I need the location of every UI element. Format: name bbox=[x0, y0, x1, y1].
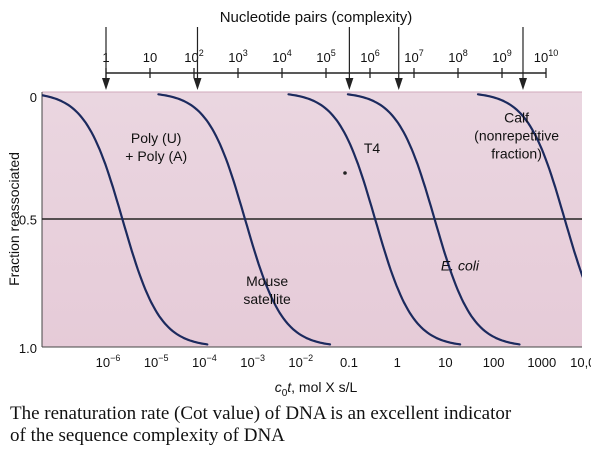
top-tick-exp: 8 bbox=[463, 48, 468, 58]
complexity-arrow-head bbox=[345, 78, 354, 90]
x-axis-title: c0t, mol X s/L bbox=[275, 379, 358, 399]
renaturation-curve bbox=[476, 93, 582, 279]
top-tick-label: 105 bbox=[316, 48, 335, 65]
x-tick-label: 0.1 bbox=[340, 355, 358, 370]
y-axis-title: Fraction reassociated bbox=[6, 152, 22, 286]
top-tick-base: 10 bbox=[448, 50, 462, 65]
x-tick-exp: −2 bbox=[303, 353, 313, 363]
top-tick-exp: 10 bbox=[548, 48, 558, 58]
top-tick-base: 10 bbox=[316, 50, 330, 65]
top-tick-exp: 4 bbox=[287, 48, 292, 58]
top-tick-base: 10 bbox=[360, 50, 374, 65]
x-tick-base: 10 bbox=[240, 355, 254, 370]
top-tick-label: 102 bbox=[184, 48, 203, 65]
top-tick-label: 104 bbox=[272, 48, 291, 65]
figure-caption: The renaturation rate (Cot value) of DNA… bbox=[10, 403, 585, 447]
top-tick-exp: 7 bbox=[419, 48, 424, 58]
y-tick-label: 0 bbox=[30, 90, 37, 105]
x-tick-label: 1 bbox=[394, 355, 401, 370]
x-axis-title-c: c bbox=[275, 379, 282, 395]
curve-label: + Poly (A) bbox=[125, 148, 187, 164]
x-axis-title-rest: , mol X s/L bbox=[291, 379, 357, 395]
x-tick-label: 10−4 bbox=[192, 353, 217, 370]
x-tick-exp: −3 bbox=[255, 353, 265, 363]
x-tick-exp: −6 bbox=[110, 353, 120, 363]
y-axis-ticks: 0 0.5 1.0 bbox=[19, 90, 37, 356]
complexity-arrow-head bbox=[102, 78, 110, 90]
x-tick-label: 10 bbox=[438, 355, 452, 370]
top-tick-label: 108 bbox=[448, 48, 467, 65]
top-tick-base: 10 bbox=[404, 50, 418, 65]
top-tick-exp: 9 bbox=[507, 48, 512, 58]
renaturation-curve bbox=[287, 93, 462, 346]
caption-line-1: The renaturation rate (Cot value) of DNA… bbox=[10, 403, 512, 424]
curve-label: Calf bbox=[504, 110, 529, 126]
top-axis-title: Nucleotide pairs (complexity) bbox=[220, 9, 413, 26]
curve-label: Poly (U) bbox=[131, 130, 182, 146]
curve-label: Mouse bbox=[246, 273, 288, 289]
top-tick-base: 10 bbox=[184, 50, 198, 65]
y-tick-label: 0.5 bbox=[19, 213, 37, 228]
caption-line-2: of the sequence complexity of DNA bbox=[10, 425, 285, 446]
top-tick-exp: 6 bbox=[375, 48, 380, 58]
x-tick-base: 10 bbox=[96, 355, 110, 370]
y-tick-label: 1.0 bbox=[19, 341, 37, 356]
top-tick-base: 10 bbox=[492, 50, 506, 65]
x-tick-base: 10 bbox=[192, 355, 206, 370]
x-axis-title-sub: 0 bbox=[282, 388, 288, 399]
x-tick-label: 100 bbox=[483, 355, 505, 370]
complexity-arrow-head bbox=[193, 78, 202, 90]
top-tick-base: 10 bbox=[272, 50, 286, 65]
top-tick-label: 107 bbox=[404, 48, 423, 65]
curve-annotations: Poly (U) + Poly (A) Mouse satellite T4 E. col… bbox=[125, 110, 559, 307]
complexity-arrow-head bbox=[394, 78, 403, 90]
curve-label: fraction) bbox=[491, 146, 542, 162]
top-axis-arrows bbox=[102, 27, 527, 90]
x-tick-label: 10−6 bbox=[96, 353, 121, 370]
curves bbox=[42, 93, 582, 346]
x-tick-label: 1000 bbox=[527, 355, 556, 370]
x-tick-exp: −5 bbox=[158, 353, 168, 363]
curve-label: T4 bbox=[364, 140, 381, 156]
x-tick-exp: −4 bbox=[207, 353, 217, 363]
top-tick-label: 103 bbox=[228, 48, 247, 65]
dot-mark bbox=[343, 171, 347, 175]
curve-label: satellite bbox=[243, 291, 291, 307]
x-tick-base: 10 bbox=[288, 355, 302, 370]
top-tick-label: 109 bbox=[492, 48, 511, 65]
top-tick-label: 10 bbox=[143, 50, 157, 65]
top-tick-exp: 3 bbox=[243, 48, 248, 58]
x-axis-title-t: t bbox=[287, 379, 292, 395]
x-tick-label: 10,000 bbox=[570, 355, 591, 370]
curve-label: E. coli bbox=[441, 258, 480, 274]
top-tick-exp: 5 bbox=[331, 48, 336, 58]
renaturation-curve bbox=[157, 93, 332, 346]
x-tick-base: 10 bbox=[144, 355, 158, 370]
renaturation-curve bbox=[346, 93, 521, 346]
top-tick-base: 10 bbox=[534, 50, 548, 65]
x-tick-label: 10−5 bbox=[144, 353, 169, 370]
top-tick-base: 10 bbox=[228, 50, 242, 65]
top-axis-ticks: 1101021031041051061071081091010 bbox=[102, 48, 558, 78]
x-tick-label: 10−3 bbox=[240, 353, 265, 370]
top-tick-label: 1010 bbox=[534, 48, 558, 65]
top-tick-exp: 2 bbox=[199, 48, 204, 58]
top-tick-label: 106 bbox=[360, 48, 379, 65]
chart-figure: Nucleotide pairs (complexity) 1101021031… bbox=[6, 9, 591, 399]
renaturation-curve bbox=[42, 94, 209, 346]
complexity-arrow-head bbox=[518, 78, 527, 90]
curve-label: (nonrepetitive bbox=[474, 128, 559, 144]
x-tick-label: 10−2 bbox=[288, 353, 313, 370]
